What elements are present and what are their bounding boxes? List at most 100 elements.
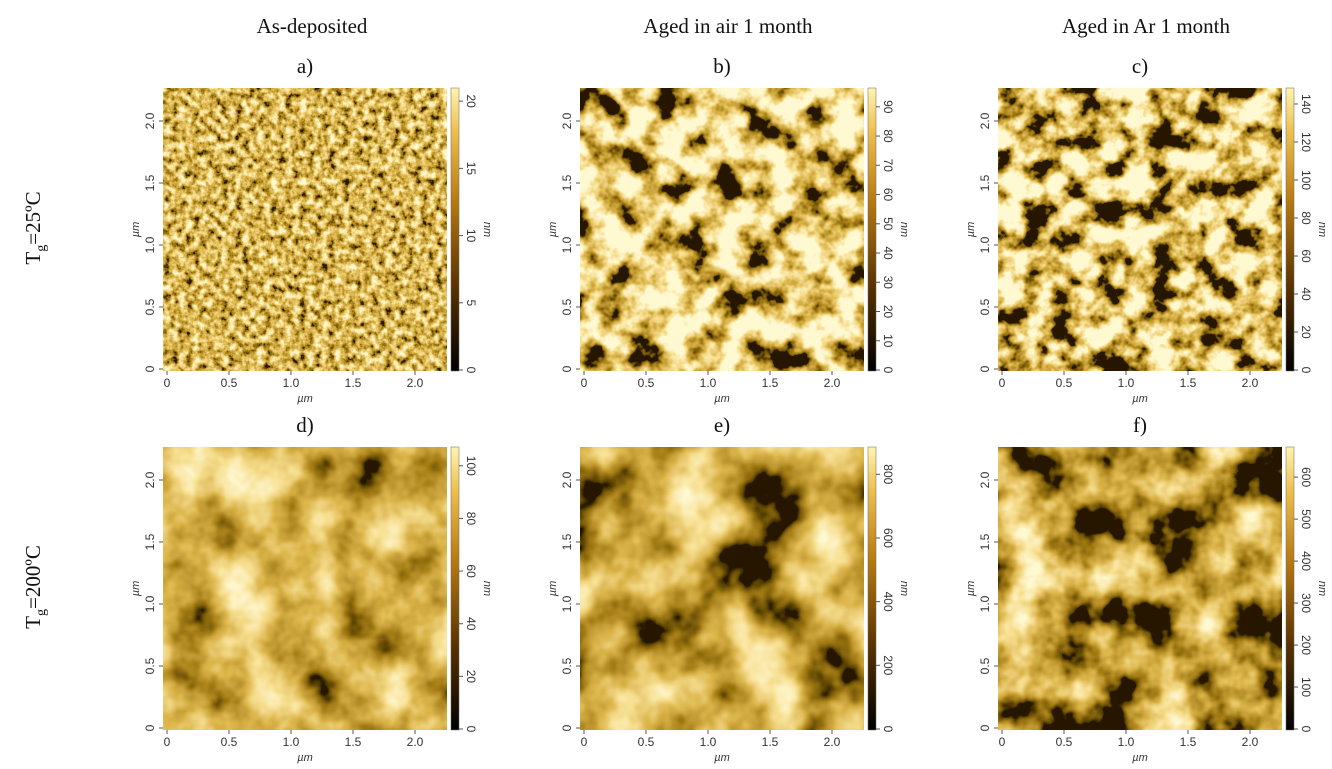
colorbar-tick-label: 80 (1299, 211, 1313, 225)
y-axis-label: µm (547, 581, 559, 597)
y-tick-label: 0.5 (143, 298, 157, 315)
y-tick-label: 2.0 (143, 471, 157, 488)
x-tick-label: 1.0 (700, 735, 717, 749)
colorbar-tick-label: 60 (1299, 249, 1313, 263)
colorbar-tick-label: 600 (1299, 467, 1313, 487)
colorbar-tick-label: 80 (464, 512, 478, 526)
y-tick-label: 1.5 (560, 533, 574, 550)
colorbar-tick-label: 0 (1299, 726, 1313, 733)
colorbar-tick-label: 400 (881, 592, 895, 612)
x-tick-label: 0.5 (1056, 735, 1073, 749)
y-tick-label: 1.5 (978, 174, 992, 191)
colorbar (867, 87, 877, 372)
colorbar (450, 446, 460, 731)
y-axis-label: µm (547, 222, 559, 238)
y-axis-label: µm (130, 581, 142, 597)
afm-image (163, 88, 447, 371)
y-tick-label: 1.5 (978, 533, 992, 550)
x-axis-label: µm (1132, 752, 1148, 764)
colorbar-tick-label: 100 (464, 456, 478, 476)
colorbar-label: nm (898, 581, 910, 596)
x-tick-label: 0 (999, 376, 1006, 390)
x-tick-label: 0 (164, 735, 171, 749)
colorbar-tick-label: 10 (464, 229, 478, 243)
x-tick-label: 1.5 (762, 735, 779, 749)
colorbar-tick-label: 200 (881, 655, 895, 675)
x-tick-label: 0.5 (221, 735, 238, 749)
colorbar-tick-label: 20 (881, 305, 895, 319)
y-tick-label: 2.0 (560, 112, 574, 129)
y-tick-label: 0.5 (143, 657, 157, 674)
colorbar-tick-label: 50 (881, 217, 895, 231)
x-tick-label: 0 (999, 735, 1006, 749)
afm-image (580, 88, 864, 371)
y-tick-label: 1.0 (978, 236, 992, 253)
row-label-subscript: g (34, 609, 49, 616)
colorbar-tick-label: 70 (881, 159, 895, 173)
x-axis-label: µm (714, 393, 730, 405)
y-tick-label: 0 (978, 365, 992, 372)
colorbar-label: nm (1316, 222, 1328, 237)
colorbar-tick-label: 90 (881, 100, 895, 114)
row-label-rest: =200ºC (21, 545, 45, 609)
y-tick-label: 1.5 (143, 533, 157, 550)
row-label: Tg=25ºC (21, 191, 49, 264)
x-tick-label: 1.0 (283, 735, 300, 749)
x-tick-label: 0.5 (638, 376, 655, 390)
column-title: Aged in Ar 1 month (1062, 14, 1230, 38)
colorbar-label: nm (481, 222, 493, 237)
colorbar-tick-label: 40 (464, 617, 478, 631)
colorbar-tick-label: 200 (1299, 635, 1313, 655)
y-tick-label: 1.0 (143, 595, 157, 612)
x-tick-label: 0.5 (638, 735, 655, 749)
colorbar-tick-label: 0 (881, 367, 895, 374)
y-tick-label: 0.5 (560, 657, 574, 674)
x-tick-label: 2.0 (407, 376, 424, 390)
x-axis-label: µm (1132, 393, 1148, 405)
y-tick-label: 0 (560, 724, 574, 731)
y-tick-label: 2.0 (978, 471, 992, 488)
colorbar (1285, 87, 1295, 372)
colorbar-tick-label: 10 (881, 334, 895, 348)
colorbar-tick-label: 0 (1299, 367, 1313, 374)
y-tick-label: 0.5 (978, 657, 992, 674)
colorbar-tick-label: 100 (1299, 170, 1313, 190)
y-tick-label: 1.0 (143, 236, 157, 253)
colorbar-tick-label: 0 (464, 726, 478, 733)
row-label-rest: =25ºC (21, 191, 45, 244)
x-tick-label: 1.0 (700, 376, 717, 390)
y-tick-label: 0.5 (560, 298, 574, 315)
y-tick-label: 0 (143, 365, 157, 372)
colorbar-tick-label: 400 (1299, 551, 1313, 571)
colorbar-tick-label: 140 (1299, 94, 1313, 114)
y-tick-label: 0 (143, 724, 157, 731)
colorbar-tick-label: 20 (464, 670, 478, 684)
colorbar (867, 446, 877, 731)
column-title: As-deposited (257, 14, 368, 38)
colorbar-tick-label: 600 (881, 528, 895, 548)
colorbar-tick-label: 15 (464, 162, 478, 176)
x-tick-label: 1.5 (345, 735, 362, 749)
colorbar-tick-label: 40 (1299, 287, 1313, 301)
y-axis-label: µm (965, 581, 977, 597)
x-tick-label: 1.0 (1118, 735, 1135, 749)
afm-image (998, 88, 1282, 371)
colorbar-tick-label: 500 (1299, 509, 1313, 529)
x-tick-label: 2.0 (1242, 376, 1259, 390)
colorbar-tick-label: 0 (881, 726, 895, 733)
x-axis-label: µm (297, 752, 313, 764)
panel-label: f) (1133, 413, 1147, 437)
panel-label: a) (297, 54, 313, 78)
colorbar-tick-label: 20 (1299, 325, 1313, 339)
colorbar (450, 87, 460, 372)
y-tick-label: 1.5 (560, 174, 574, 191)
x-tick-label: 0 (581, 735, 588, 749)
colorbar-tick-label: 40 (881, 246, 895, 260)
column-title: Aged in air 1 month (643, 14, 813, 38)
x-axis-label: µm (714, 752, 730, 764)
panel-label: d) (296, 413, 314, 437)
y-tick-label: 0 (560, 365, 574, 372)
x-tick-label: 1.5 (762, 376, 779, 390)
row-label: Tg=200ºC (21, 545, 49, 629)
y-axis-label: µm (130, 222, 142, 238)
